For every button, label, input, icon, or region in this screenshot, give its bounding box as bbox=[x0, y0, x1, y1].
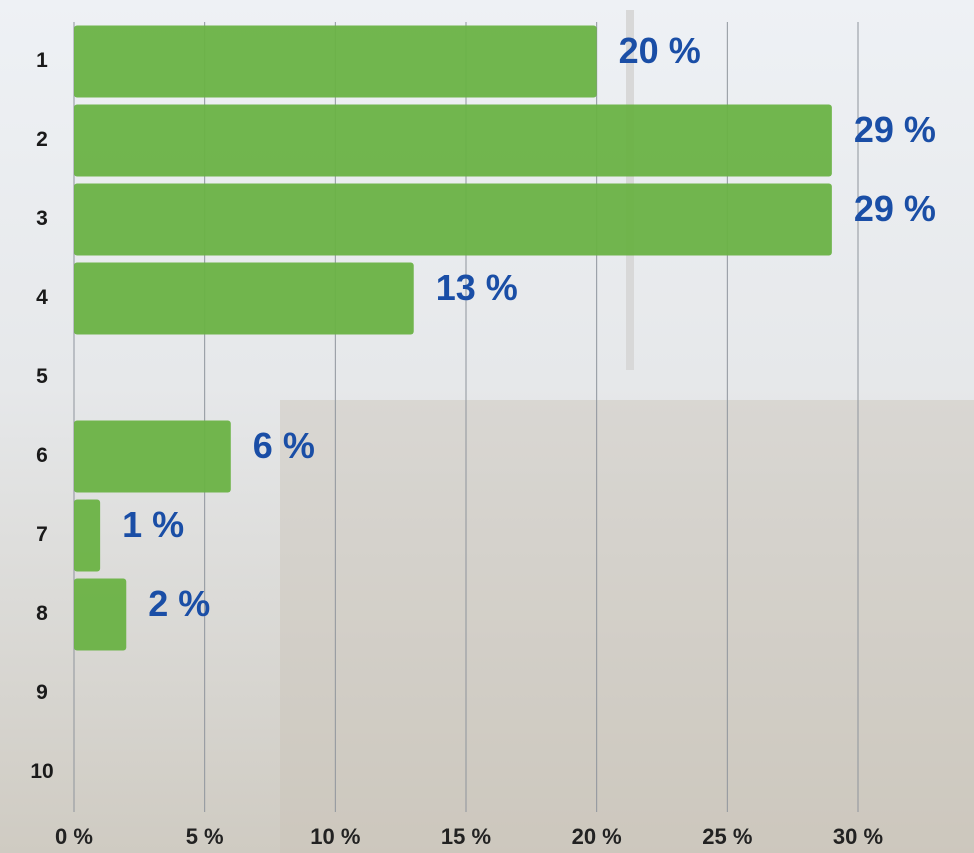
value-label: 2 % bbox=[148, 583, 210, 624]
y-tick-label: 1 bbox=[36, 49, 48, 72]
bar bbox=[74, 499, 101, 572]
x-tick-label: 15 % bbox=[441, 824, 491, 849]
y-tick-label: 6 bbox=[36, 444, 48, 467]
x-tick-label: 30 % bbox=[833, 824, 883, 849]
x-tick-label: 25 % bbox=[702, 824, 752, 849]
x-tick-label: 5 % bbox=[186, 824, 224, 849]
x-tick-label: 20 % bbox=[572, 824, 622, 849]
bar bbox=[74, 420, 231, 493]
value-label: 29 % bbox=[854, 109, 936, 150]
x-tick-label: 10 % bbox=[310, 824, 360, 849]
value-label: 13 % bbox=[436, 267, 518, 308]
y-tick-label: 9 bbox=[36, 681, 48, 704]
bar bbox=[74, 578, 127, 651]
y-tick-label: 3 bbox=[36, 207, 48, 230]
value-label: 29 % bbox=[854, 188, 936, 229]
bar bbox=[74, 104, 832, 177]
value-label: 20 % bbox=[619, 30, 701, 71]
building bbox=[280, 400, 974, 853]
y-tick-label: 5 bbox=[36, 365, 48, 388]
y-tick-label: 10 bbox=[30, 760, 53, 783]
y-tick-label: 7 bbox=[36, 523, 48, 546]
y-tick-label: 2 bbox=[36, 128, 48, 151]
bar bbox=[74, 262, 414, 335]
value-label: 6 % bbox=[253, 425, 315, 466]
y-tick-label: 8 bbox=[36, 602, 48, 625]
bar bbox=[74, 25, 597, 98]
bar bbox=[74, 183, 832, 256]
x-tick-label: 0 % bbox=[55, 824, 93, 849]
value-label: 1 % bbox=[122, 504, 184, 545]
y-tick-label: 4 bbox=[36, 286, 48, 309]
